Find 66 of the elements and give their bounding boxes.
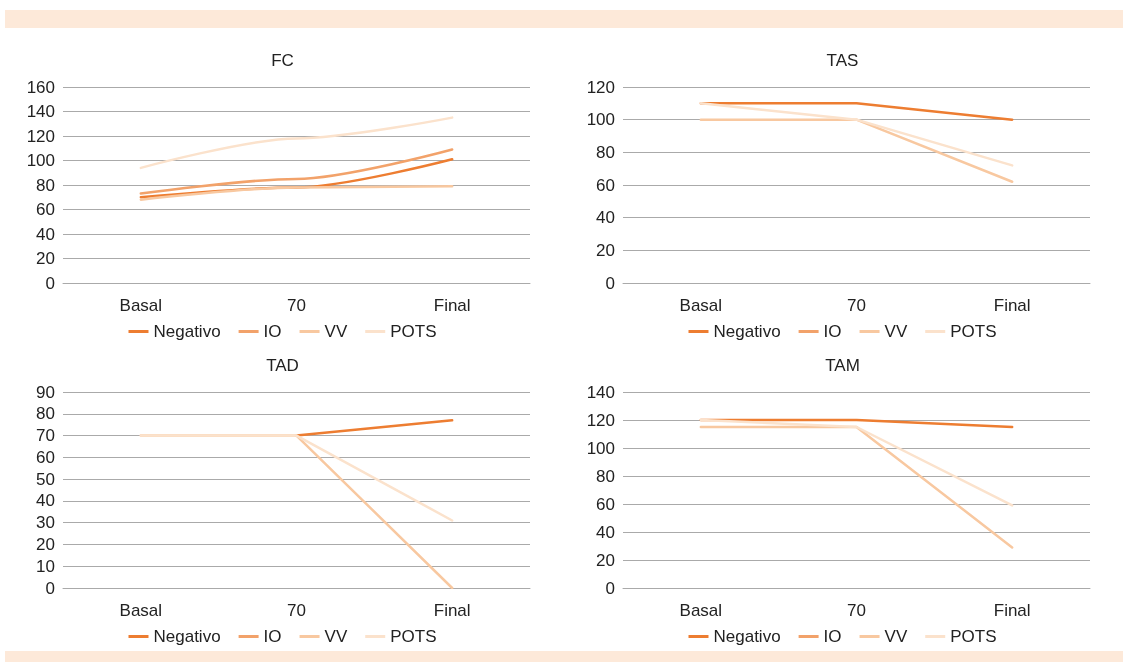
legend-label: POTS	[390, 627, 437, 646]
y-tick-label: 80	[596, 466, 615, 486]
y-tick-label: 0	[605, 273, 615, 293]
y-tick-label: 120	[586, 410, 615, 430]
y-tick-label: 0	[605, 578, 615, 598]
y-tick-label: 50	[36, 469, 55, 489]
chart-title: FC	[271, 51, 294, 70]
legend-label: POTS	[950, 627, 997, 646]
chart-title: TAD	[266, 356, 299, 375]
y-tick-label: 20	[36, 249, 55, 268]
y-tick-label: 0	[45, 273, 55, 293]
y-tick-label: 120	[586, 77, 615, 97]
legend-label: VV	[884, 627, 908, 646]
legend-label: VV	[324, 627, 348, 646]
x-tick-label: Basal	[119, 601, 163, 620]
x-tick-label: Basal	[119, 296, 163, 315]
legend-label: Negativo	[153, 322, 221, 341]
y-tick-label: 40	[596, 208, 615, 228]
legend-label: POTS	[390, 322, 437, 341]
y-tick-label: 60	[596, 494, 615, 514]
y-tick-label: 120	[26, 126, 55, 146]
legend-label: Negativo	[153, 627, 221, 646]
y-tick-label: 80	[596, 142, 615, 162]
y-tick-label: 40	[36, 491, 55, 511]
x-tick-label: Final	[993, 296, 1031, 315]
x-tick-label: 70	[847, 296, 866, 315]
x-tick-label: Final	[433, 296, 471, 315]
y-tick-label: 20	[596, 240, 615, 260]
y-tick-label: 100	[26, 151, 55, 170]
y-tick-label: 80	[36, 404, 55, 424]
y-tick-label: 140	[26, 102, 55, 121]
legend-label: IO	[823, 627, 842, 646]
y-tick-label: 100	[586, 438, 615, 458]
y-tick-label: 40	[596, 522, 615, 542]
chart-title: TAS	[826, 51, 859, 70]
y-tick-label: 140	[586, 382, 615, 402]
y-tick-label: 20	[36, 534, 55, 554]
y-tick-label: 10	[36, 556, 55, 576]
x-tick-label: 70	[287, 296, 306, 315]
y-tick-label: 60	[36, 447, 55, 467]
legend-label: Negativo	[713, 322, 781, 341]
x-tick-label: Final	[993, 601, 1031, 620]
x-tick-label: Basal	[679, 296, 723, 315]
legend-label: POTS	[950, 322, 997, 341]
legend-label: VV	[884, 322, 908, 341]
y-tick-label: 20	[596, 550, 615, 570]
chart-title: TAM	[825, 356, 860, 375]
legend-label: VV	[324, 322, 348, 341]
y-tick-label: 60	[596, 175, 615, 195]
y-tick-label: 80	[36, 175, 55, 195]
y-tick-label: 90	[36, 382, 55, 402]
legend-label: Negativo	[713, 627, 781, 646]
legend-label: IO	[263, 322, 282, 341]
y-tick-label: 0	[45, 578, 55, 598]
x-tick-label: Basal	[679, 601, 723, 620]
y-tick-label: 40	[36, 224, 55, 244]
y-tick-label: 160	[26, 77, 55, 97]
y-tick-label: 100	[586, 110, 615, 130]
legend-label: IO	[823, 322, 842, 341]
y-tick-label: 70	[36, 426, 55, 446]
y-tick-label: 60	[36, 200, 55, 219]
legend-label: IO	[263, 627, 282, 646]
x-tick-label: 70	[847, 601, 866, 620]
y-tick-label: 30	[36, 513, 55, 533]
x-tick-label: 70	[287, 601, 306, 620]
x-tick-label: Final	[433, 601, 471, 620]
